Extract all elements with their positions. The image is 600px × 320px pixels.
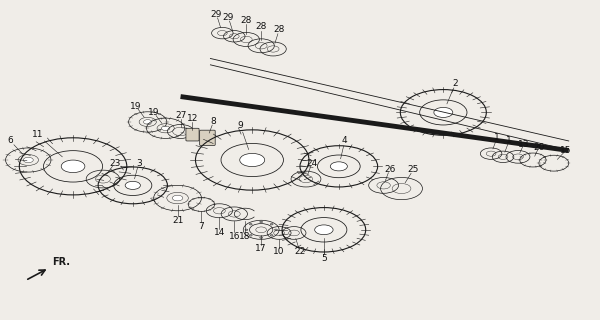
Circle shape [61,160,85,172]
Text: 20: 20 [533,143,545,152]
Circle shape [172,195,183,201]
Text: 19: 19 [130,101,142,111]
Text: 6: 6 [7,136,13,146]
Circle shape [330,162,347,171]
Text: FR.: FR. [52,257,70,267]
Circle shape [270,235,273,236]
Text: 23: 23 [109,159,121,168]
FancyBboxPatch shape [200,130,215,145]
Text: 29: 29 [223,13,234,22]
Text: 24: 24 [307,159,317,168]
Circle shape [260,221,263,223]
Circle shape [249,235,252,236]
Text: 10: 10 [274,247,285,257]
Circle shape [314,225,333,235]
Text: 3: 3 [136,159,142,168]
Circle shape [260,237,263,238]
Text: 27: 27 [175,111,186,120]
Text: 22: 22 [295,247,305,257]
Circle shape [161,126,170,131]
Text: 28: 28 [241,16,252,25]
Text: 18: 18 [239,232,251,241]
Circle shape [125,181,140,189]
Text: 1: 1 [494,133,500,142]
Circle shape [240,153,265,167]
Circle shape [434,108,453,117]
Text: 29: 29 [211,10,222,19]
Text: 5: 5 [321,254,327,263]
Text: 2: 2 [452,79,458,88]
Text: 13: 13 [518,140,530,148]
Text: 19: 19 [148,108,160,117]
Text: 17: 17 [256,244,267,253]
Circle shape [245,229,248,230]
Text: 28: 28 [256,22,267,31]
Text: 9: 9 [238,121,243,130]
FancyBboxPatch shape [186,128,199,141]
Text: 14: 14 [214,228,225,237]
Text: 4: 4 [342,136,347,146]
Text: 11: 11 [31,130,43,139]
Text: 21: 21 [172,216,183,225]
Text: 7: 7 [199,222,205,231]
Text: 28: 28 [274,25,285,35]
Text: 25: 25 [408,165,419,174]
Text: 15: 15 [560,146,572,155]
Circle shape [270,223,273,225]
Text: 16: 16 [229,232,240,241]
Circle shape [249,223,252,225]
Circle shape [275,229,277,230]
Text: 1: 1 [506,136,512,146]
Circle shape [143,120,152,124]
Text: 26: 26 [384,165,395,174]
Circle shape [23,157,33,163]
Text: 8: 8 [211,117,216,126]
Text: 12: 12 [187,114,198,123]
